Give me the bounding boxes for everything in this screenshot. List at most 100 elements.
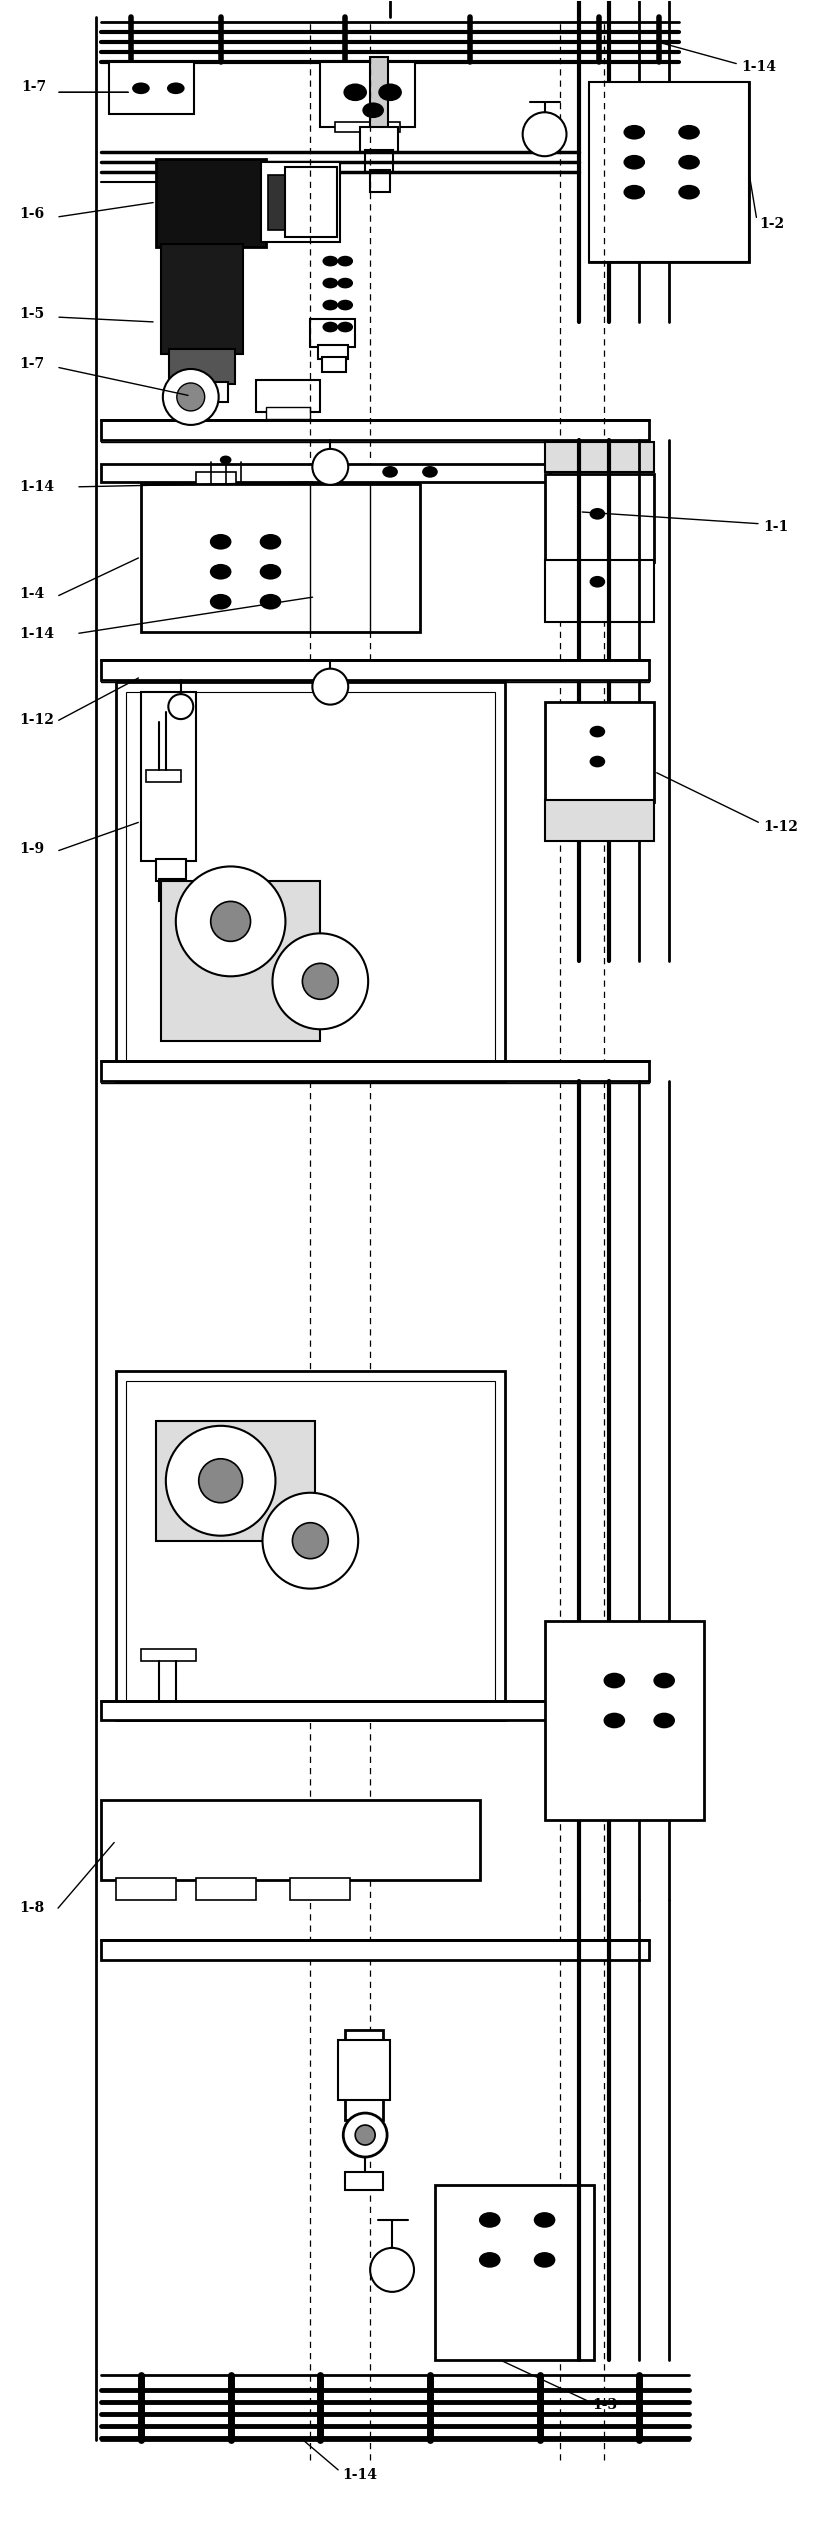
Bar [196, 471, 236, 484]
Bar [101, 1061, 649, 1082]
Bar [311, 320, 355, 348]
Ellipse shape [535, 2213, 555, 2226]
Text: 1-14: 1-14 [741, 61, 776, 73]
Circle shape [312, 449, 348, 484]
Circle shape [312, 668, 348, 703]
Bar [109, 63, 194, 113]
Ellipse shape [261, 595, 281, 608]
Text: 1-12: 1-12 [19, 713, 54, 726]
Ellipse shape [167, 83, 184, 93]
Bar [345, 2173, 383, 2191]
Bar [141, 691, 196, 862]
Ellipse shape [323, 280, 337, 287]
Bar [156, 159, 266, 247]
Ellipse shape [211, 534, 231, 550]
Ellipse shape [168, 693, 193, 718]
Bar [126, 1382, 495, 1712]
Ellipse shape [535, 2254, 555, 2266]
Text: 1-12: 1-12 [763, 819, 798, 834]
Bar [116, 1371, 505, 1719]
Bar [161, 245, 242, 353]
Ellipse shape [591, 577, 605, 587]
Bar [101, 464, 550, 482]
Bar [286, 166, 337, 237]
Text: 1-1: 1-1 [763, 519, 788, 534]
Bar [321, 63, 415, 126]
Text: 1-3: 1-3 [592, 2397, 617, 2413]
Bar [590, 83, 749, 262]
Ellipse shape [338, 300, 352, 310]
Bar [345, 2029, 383, 2120]
Bar [370, 171, 390, 192]
Ellipse shape [323, 257, 337, 265]
Circle shape [522, 113, 566, 156]
Bar [590, 83, 749, 262]
Circle shape [302, 963, 338, 998]
Bar [169, 348, 235, 383]
Ellipse shape [211, 595, 231, 608]
Bar [261, 161, 340, 242]
Ellipse shape [480, 2213, 500, 2226]
Bar [545, 441, 654, 471]
Ellipse shape [591, 756, 605, 766]
Bar [335, 121, 400, 131]
Circle shape [162, 368, 218, 426]
Ellipse shape [654, 1714, 674, 1727]
Bar [545, 1621, 704, 1820]
Bar [101, 661, 649, 681]
Bar [365, 151, 393, 171]
Bar [370, 58, 388, 131]
Ellipse shape [591, 509, 605, 519]
Bar [146, 769, 181, 782]
Ellipse shape [338, 323, 352, 333]
Bar [360, 126, 398, 151]
Bar [355, 2118, 375, 2130]
Bar [268, 174, 288, 229]
Ellipse shape [624, 126, 644, 139]
Circle shape [355, 2125, 375, 2145]
Text: 1-9: 1-9 [19, 842, 44, 857]
Text: 1-7: 1-7 [19, 358, 44, 371]
Bar [435, 2186, 595, 2360]
Bar [101, 1800, 480, 1881]
Ellipse shape [221, 456, 231, 464]
Ellipse shape [344, 83, 367, 101]
Circle shape [166, 1427, 276, 1535]
Circle shape [343, 2113, 387, 2158]
Bar [159, 880, 184, 903]
Bar [161, 882, 321, 1041]
Ellipse shape [423, 466, 437, 476]
Circle shape [370, 2249, 414, 2292]
Bar [338, 2039, 390, 2100]
Circle shape [176, 867, 286, 976]
Ellipse shape [261, 565, 281, 580]
Ellipse shape [211, 565, 231, 580]
Ellipse shape [679, 156, 699, 169]
Ellipse shape [338, 280, 352, 287]
Text: 1-14: 1-14 [342, 2468, 377, 2481]
Bar [318, 345, 348, 358]
Circle shape [272, 933, 368, 1029]
Text: 1-2: 1-2 [759, 217, 784, 232]
Text: 1-5: 1-5 [19, 308, 44, 320]
Bar [156, 1422, 316, 1540]
Ellipse shape [261, 534, 281, 550]
Circle shape [292, 1523, 328, 1558]
Ellipse shape [679, 187, 699, 199]
Circle shape [262, 1492, 358, 1588]
Bar [256, 381, 321, 411]
Bar [176, 383, 227, 401]
Ellipse shape [654, 1674, 674, 1687]
Bar [101, 1702, 649, 1719]
Ellipse shape [323, 323, 337, 333]
Text: 1-14: 1-14 [19, 628, 54, 640]
Ellipse shape [379, 83, 401, 101]
Ellipse shape [383, 466, 397, 476]
Text: 1-8: 1-8 [19, 1901, 44, 1916]
Bar [545, 799, 654, 842]
Bar [116, 1878, 176, 1901]
Bar [545, 474, 654, 562]
Ellipse shape [679, 126, 699, 139]
Bar [291, 1878, 350, 1901]
Bar [545, 701, 654, 802]
